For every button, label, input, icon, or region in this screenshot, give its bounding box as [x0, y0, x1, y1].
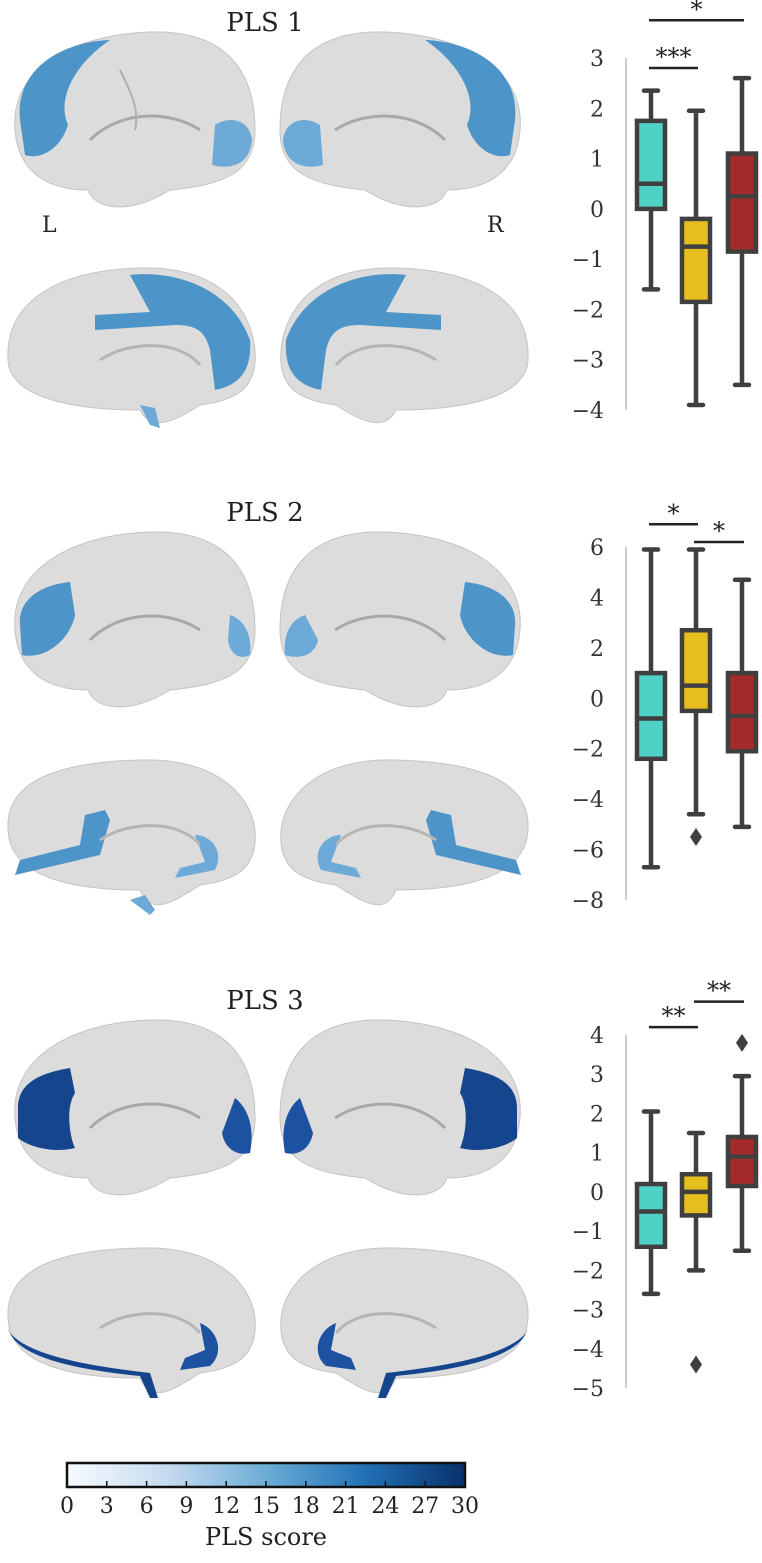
brain-lateral-left: [14, 1019, 256, 1196]
panel-pls-3: PLS 3 4 3 2 1 0 −1 −2 −3 −4 −5 ** **: [0, 978, 762, 1458]
y-tick-label: −3: [572, 349, 604, 374]
y-tick-label: 0: [590, 1181, 604, 1206]
outlier-marker: [690, 827, 702, 846]
y-tick-label: 4: [590, 1024, 604, 1049]
box-group-2: [679, 547, 713, 846]
box-group-3: [725, 577, 759, 830]
y-tick-label: −2: [572, 298, 604, 323]
brain-lateral-right: [279, 531, 521, 708]
brain-lateral-right: [279, 1019, 521, 1196]
box-iqr: [725, 1134, 759, 1189]
colorbar-label: PLS score: [205, 1523, 327, 1551]
significance-label: **: [707, 978, 731, 1005]
y-tick-label: 2: [590, 97, 604, 122]
box-iqr: [679, 216, 713, 305]
brain-medial-right: [280, 759, 529, 906]
region-frontal: [19, 40, 110, 157]
colorbar-tick-label: 21: [332, 1494, 360, 1519]
significance-label: *: [668, 499, 680, 527]
panel-pls-2: PLS 2 6 4 2 0 −2 −4 −6 −8 * *: [0, 490, 762, 970]
box-iqr: [725, 670, 759, 754]
y-tick-label: 6: [590, 536, 604, 561]
box-group-2: [679, 1130, 713, 1374]
outlier-marker: [690, 1355, 702, 1374]
box-iqr: [679, 1171, 713, 1218]
y-tick-label: 1: [590, 148, 604, 173]
brain-lateral-left: [14, 531, 256, 708]
y-tick-label: 4: [590, 586, 604, 611]
brain-medial-left: [7, 759, 256, 915]
box-iqr: [634, 670, 668, 762]
brain-lateral-left: [14, 31, 256, 208]
colorbar-tick-label: 15: [252, 1494, 280, 1519]
y-tick-label: 3: [590, 47, 604, 72]
box-group-2: [679, 108, 713, 408]
box-group-3: [725, 1033, 759, 1253]
brain-views-pls-1: L R: [7, 31, 529, 428]
hemi-label-left: L: [42, 213, 57, 238]
panel-title: PLS 1: [226, 8, 304, 38]
colorbar-svg: 0 3 6 9 12 15 18 21 24 27 30 PLS score: [60, 1461, 479, 1551]
y-tick-label: 0: [590, 198, 604, 223]
colorbar-tick-label: 24: [371, 1494, 399, 1519]
box-group-1: [634, 547, 668, 870]
box-iqr: [725, 151, 759, 254]
colorbar: 0 3 6 9 12 15 18 21 24 27 30 PLS score: [0, 1455, 762, 1559]
colorbar-ticks: 0 3 6 9 12 15 18 21 24 27 30: [60, 1481, 479, 1519]
y-tick-label: −1: [572, 248, 604, 273]
brain-medial-left: [7, 267, 256, 428]
brain-medial-left: [7, 1247, 256, 1398]
box-iqr: [679, 627, 713, 714]
y-tick-label: −4: [572, 788, 604, 813]
y-tick-label: −5: [572, 1377, 604, 1402]
significance-label: **: [662, 1002, 686, 1030]
y-tick-label: 2: [590, 637, 604, 662]
brain-views-pls-3: [7, 1019, 529, 1398]
panel-title: PLS 2: [226, 498, 304, 528]
colorbar-tick-label: 12: [212, 1494, 240, 1519]
panel-pls-1: L R PLS 1 3 2 1 0 −1 −2 −3 −4 *** *: [0, 0, 762, 480]
box-plot-pls-3: 4 3 2 1 0 −1 −2 −3 −4 −5 ** **: [572, 978, 759, 1402]
y-tick-label: 1: [590, 1142, 604, 1167]
y-tick-label: 2: [590, 1102, 604, 1127]
colorbar-tick-label: 0: [60, 1494, 74, 1519]
colorbar-tick-label: 6: [140, 1494, 154, 1519]
significance-label: ***: [656, 43, 692, 71]
box-iqr: [634, 118, 668, 212]
y-tick-label: −1: [572, 1220, 604, 1245]
brain-lateral-right: [279, 31, 521, 208]
colorbar-tick-label: 9: [179, 1494, 193, 1519]
y-tick-label: −2: [572, 1259, 604, 1284]
y-tick-label: 0: [590, 687, 604, 712]
colorbar-tick-label: 3: [100, 1494, 114, 1519]
panel-title: PLS 3: [226, 986, 304, 1016]
y-tick-label: −2: [572, 738, 604, 763]
box-plot-pls-2: 6 4 2 0 −2 −4 −6 −8 * *: [572, 499, 759, 914]
y-tick-label: −4: [572, 399, 604, 424]
box-iqr: [634, 1181, 668, 1250]
colorbar-tick-label: 27: [411, 1494, 439, 1519]
y-tick-label: −8: [572, 889, 604, 914]
y-tick-label: 3: [590, 1063, 604, 1088]
brain-medial-right: [280, 1247, 529, 1398]
box-group-1: [634, 88, 668, 292]
box-group-3: [725, 75, 759, 388]
significance-label: *: [713, 517, 725, 545]
colorbar-tick-label: 18: [292, 1494, 320, 1519]
y-tick-label: −6: [572, 839, 604, 864]
significance-label: *: [691, 0, 703, 23]
y-tick-label: −4: [572, 1338, 604, 1363]
colorbar-tick-label: 30: [451, 1494, 479, 1519]
brain-medial-right: [280, 267, 529, 424]
hemi-label-right: R: [487, 213, 505, 238]
outlier-marker: [736, 1033, 748, 1052]
box-group-1: [634, 1109, 668, 1297]
brain-views-pls-2: [7, 531, 529, 915]
y-tick-label: −3: [572, 1299, 604, 1324]
